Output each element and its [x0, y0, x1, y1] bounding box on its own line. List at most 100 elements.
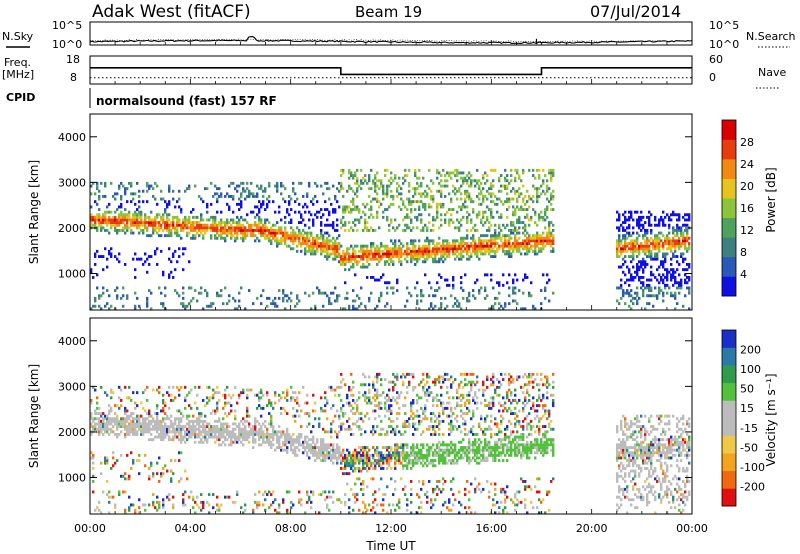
- velocity-cell: [206, 500, 209, 504]
- power-cell: [226, 202, 229, 206]
- power-cell: [340, 226, 343, 230]
- power-cell: [408, 226, 411, 230]
- power-cell: [350, 244, 353, 248]
- power-cell: [362, 265, 365, 269]
- velocity-cell: [212, 506, 215, 510]
- velocity-cell: [294, 446, 297, 449]
- velocity-cell: [346, 393, 349, 397]
- velocity-cell: [132, 425, 135, 428]
- power-cell: [676, 242, 679, 245]
- power-cell: [108, 231, 111, 235]
- velocity-cell: [354, 448, 357, 452]
- power-cell: [458, 257, 461, 261]
- power-cell: [122, 304, 125, 308]
- power-cell: [676, 286, 679, 290]
- velocity-cell: [200, 425, 203, 428]
- velocity-cell: [188, 427, 191, 431]
- power-cell: [352, 299, 355, 303]
- velocity-cell: [156, 406, 159, 410]
- power-cell: [220, 236, 223, 240]
- velocity-cell: [286, 433, 289, 436]
- power-cell: [372, 229, 375, 232]
- velocity-cell: [232, 433, 235, 436]
- power-cell: [264, 208, 267, 211]
- power-cell: [440, 202, 443, 206]
- power-cell: [218, 229, 221, 232]
- velocity-cell: [326, 503, 329, 507]
- power-cell: [300, 221, 303, 224]
- velocity-cell: [162, 399, 165, 402]
- power-cell: [490, 215, 493, 219]
- power-cell: [124, 208, 127, 211]
- power-cell: [628, 231, 631, 235]
- power-cell: [636, 221, 639, 224]
- velocity-cell: [368, 459, 371, 462]
- power-cell: [200, 197, 203, 201]
- velocity-cell: [362, 451, 365, 455]
- power-cell: [638, 221, 641, 224]
- power-cell: [410, 255, 413, 258]
- power-cell: [620, 265, 623, 269]
- power-cell: [220, 226, 223, 230]
- power-cell: [480, 181, 483, 185]
- power-cell: [218, 187, 221, 191]
- power-cell: [616, 286, 619, 290]
- power-cell: [408, 291, 411, 295]
- power-cell: [682, 252, 685, 256]
- power-cell: [410, 218, 413, 222]
- power-cell: [646, 215, 649, 219]
- velocity-cell: [122, 425, 125, 428]
- velocity-cell: [350, 459, 353, 462]
- power-cell: [448, 192, 451, 196]
- power-cell: [428, 205, 431, 209]
- velocity-cell: [340, 385, 343, 389]
- power-cell: [292, 242, 295, 245]
- power-cell: [538, 234, 541, 238]
- power-cell: [286, 299, 289, 303]
- velocity-cell: [132, 430, 135, 434]
- velocity-cell: [134, 425, 137, 428]
- power-cell: [200, 215, 203, 219]
- power-cell: [324, 249, 327, 253]
- power-cell: [390, 252, 393, 256]
- power-cell: [310, 234, 313, 238]
- power-cell: [386, 187, 389, 191]
- power-cell: [354, 223, 357, 227]
- power-cell: [372, 181, 375, 185]
- power-cell: [428, 239, 431, 243]
- power-cell: [392, 255, 395, 258]
- power-cell: [406, 255, 409, 258]
- power-cell: [402, 229, 405, 232]
- power-cell: [524, 195, 527, 198]
- power-cell: [210, 236, 213, 240]
- power-cell: [96, 226, 99, 230]
- power-cell: [460, 205, 463, 209]
- power-cell: [366, 244, 369, 248]
- power-cell: [448, 174, 451, 177]
- velocity-cell: [148, 467, 151, 470]
- power-cell: [346, 205, 349, 209]
- power-cell: [118, 215, 121, 219]
- power-cell: [672, 252, 675, 256]
- power-cell: [458, 229, 461, 232]
- power-cell: [134, 210, 137, 214]
- power-cell: [462, 239, 465, 243]
- power-cell: [212, 302, 215, 306]
- velocity-cell: [268, 433, 271, 436]
- power-cell: [168, 218, 171, 222]
- power-cell: [456, 218, 459, 222]
- velocity-cell: [174, 422, 177, 426]
- power-cell: [658, 239, 661, 243]
- power-cell: [472, 226, 475, 230]
- velocity-cell: [162, 419, 165, 423]
- velocity-cell: [356, 459, 359, 462]
- power-cell: [410, 257, 413, 261]
- power-cell: [374, 189, 377, 193]
- power-cell: [228, 195, 231, 198]
- power-cell: [676, 268, 679, 272]
- power-cell: [674, 270, 677, 274]
- velocity-cell: [324, 456, 327, 460]
- power-cell: [450, 244, 453, 248]
- velocity-cell: [124, 477, 127, 481]
- power-cell: [346, 208, 349, 211]
